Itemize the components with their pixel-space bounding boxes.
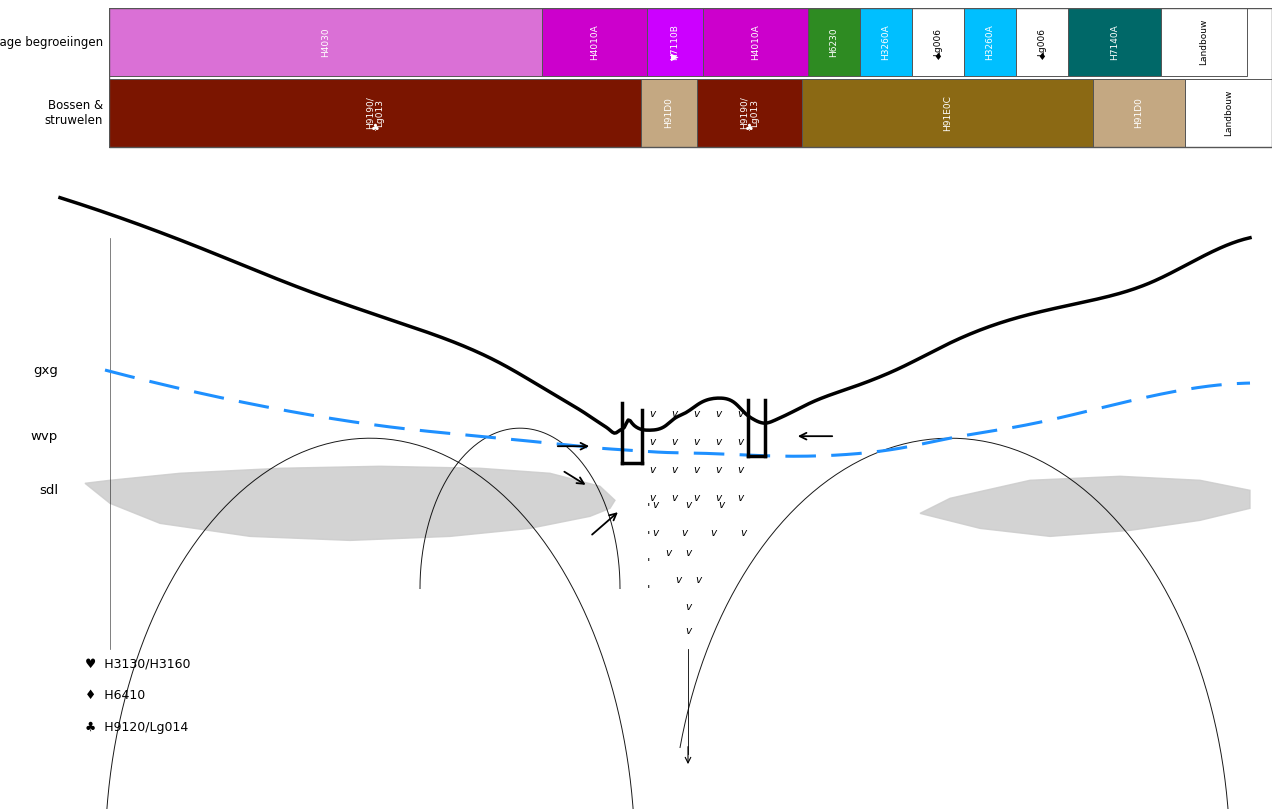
Text: v: v	[715, 465, 721, 475]
Text: H4030: H4030	[322, 28, 330, 57]
Text: v: v	[681, 528, 688, 539]
Text: ': '	[646, 584, 649, 597]
Text: v: v	[715, 493, 721, 503]
Text: H9190/
Lg013: H9190/ Lg013	[739, 96, 758, 129]
Text: v: v	[715, 409, 721, 419]
Text: v: v	[652, 528, 658, 539]
Bar	[912, 8, 963, 76]
Text: v: v	[652, 500, 658, 510]
Text: v: v	[693, 437, 699, 447]
Text: v: v	[671, 493, 678, 503]
Bar	[109, 79, 640, 147]
Text: H3260A: H3260A	[985, 24, 994, 60]
Bar	[1185, 79, 1272, 147]
Text: ♦: ♦	[934, 52, 943, 62]
Text: v: v	[685, 602, 690, 612]
Text: H3260A: H3260A	[881, 24, 890, 60]
Text: H7110B: H7110B	[670, 24, 679, 60]
Text: ♣  H9120/Lg014: ♣ H9120/Lg014	[85, 722, 188, 735]
Text: v: v	[711, 528, 717, 539]
Polygon shape	[85, 466, 615, 540]
Text: v: v	[649, 465, 655, 475]
Text: v: v	[693, 493, 699, 503]
Text: sdl: sdl	[38, 484, 58, 497]
Text: Landbouw: Landbouw	[1225, 90, 1234, 136]
Text: Lage begroeiingen: Lage begroeiingen	[0, 36, 102, 49]
Bar	[109, 8, 542, 76]
Bar	[703, 8, 808, 76]
Text: ♣: ♣	[370, 123, 379, 133]
Text: ▶: ▶	[671, 52, 679, 62]
Polygon shape	[920, 477, 1250, 536]
Text: v: v	[665, 549, 671, 558]
Bar	[542, 8, 647, 76]
Text: v: v	[717, 500, 724, 510]
Bar	[963, 8, 1016, 76]
Text: v: v	[737, 493, 743, 503]
Text: v: v	[693, 409, 699, 419]
Text: v: v	[685, 500, 690, 510]
Text: v: v	[737, 437, 743, 447]
Bar	[808, 8, 860, 76]
Text: Landbouw: Landbouw	[1199, 19, 1208, 66]
Text: H91D0: H91D0	[665, 97, 674, 129]
Bar	[647, 8, 703, 76]
Text: Lg006: Lg006	[934, 28, 943, 56]
Text: ♦  H6410: ♦ H6410	[85, 689, 145, 702]
Text: H7140A: H7140A	[1109, 24, 1118, 60]
Text: v: v	[693, 465, 699, 475]
Bar	[802, 79, 1093, 147]
Text: ♦: ♦	[1038, 52, 1047, 62]
Text: ♥  H3130/H3160: ♥ H3130/H3160	[85, 657, 191, 670]
Text: H91E0C: H91E0C	[943, 95, 952, 131]
Text: v: v	[675, 575, 681, 586]
Text: v: v	[671, 437, 678, 447]
Text: v: v	[737, 465, 743, 475]
Text: v: v	[649, 493, 655, 503]
Bar	[1161, 8, 1248, 76]
Text: H6230: H6230	[830, 28, 839, 57]
Bar	[1068, 8, 1161, 76]
Text: Lg006: Lg006	[1038, 28, 1047, 56]
Bar	[1093, 79, 1185, 147]
Text: v: v	[685, 549, 690, 558]
Text: v: v	[649, 409, 655, 419]
Bar	[640, 79, 697, 147]
Text: H4010A: H4010A	[591, 24, 600, 60]
Text: H91D0: H91D0	[1135, 97, 1144, 129]
Text: v: v	[671, 465, 678, 475]
Text: v: v	[740, 528, 746, 539]
Text: v: v	[715, 437, 721, 447]
Bar	[1016, 8, 1068, 76]
Text: v: v	[649, 437, 655, 447]
Bar	[860, 8, 912, 76]
Text: ': '	[646, 530, 649, 543]
Text: gxg: gxg	[33, 363, 58, 376]
Text: H9190/
Lg013: H9190/ Lg013	[365, 96, 384, 129]
Text: wvp: wvp	[31, 430, 58, 443]
Text: ': '	[646, 557, 649, 570]
Text: v: v	[694, 575, 701, 586]
Text: v: v	[685, 625, 690, 636]
Bar	[697, 79, 802, 147]
Text: ♣: ♣	[744, 123, 753, 133]
Text: H4010A: H4010A	[751, 24, 760, 60]
Text: v: v	[671, 409, 678, 419]
Text: Bossen &
struwelen: Bossen & struwelen	[45, 99, 102, 127]
Text: v: v	[737, 409, 743, 419]
Text: ': '	[646, 502, 649, 515]
